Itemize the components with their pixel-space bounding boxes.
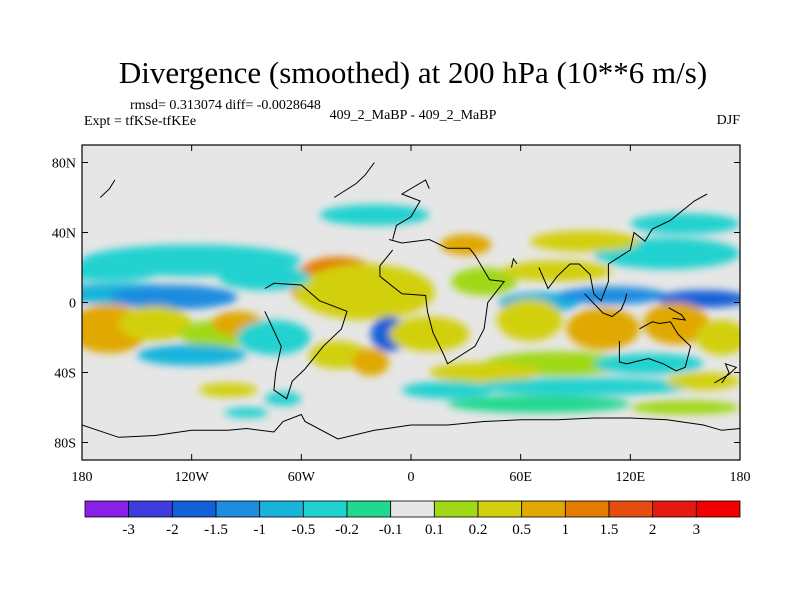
x-tick-label-0: 180 [72, 470, 93, 485]
field-region-3 [295, 264, 435, 320]
y-tick-label-2: 0 [69, 297, 76, 312]
x-tick-label-1: 120W [175, 470, 210, 485]
colorbar-swatch-8 [433, 500, 479, 518]
colorbar-swatch-4 [259, 500, 304, 518]
field-region-43 [224, 407, 269, 418]
colorbar-swatch-14 [695, 500, 741, 518]
colorbar-swatch-11 [564, 500, 610, 518]
field-region-21 [557, 286, 667, 305]
chart-title: Divergence (smoothed) at 200 hPa (10**6 … [119, 55, 707, 90]
field-region-32 [696, 320, 740, 355]
colorbar-label-9: 0.5 [512, 522, 531, 538]
coastline-2 [392, 179, 430, 240]
colorbar-label-4: -0.5 [291, 522, 315, 538]
colorbar-swatch-0 [84, 500, 130, 518]
field-region-34 [429, 362, 539, 383]
field-region-26 [440, 234, 492, 256]
field-region-5 [109, 285, 238, 310]
coastline-11 [99, 179, 116, 198]
season-label: DJF [717, 113, 741, 128]
rmsd-diff-stats: rmsd= 0.313074 diff= -0.0028648 [130, 98, 321, 113]
coastline-3 [333, 162, 375, 198]
colorbar-label-13: 3 [693, 522, 701, 538]
coastline-4 [511, 257, 518, 268]
x-tick-label-5: 120E [616, 470, 646, 485]
colorbar-swatch-13 [652, 500, 697, 518]
field-region-25 [529, 230, 640, 252]
coastline-6 [618, 321, 692, 372]
colorbar-swatch-12 [608, 500, 654, 518]
x-tick-label-4: 60E [509, 470, 532, 485]
divergence-field [82, 204, 740, 418]
colorbar-swatch-3 [215, 500, 261, 518]
colorbar-label-11: 1.5 [600, 522, 619, 538]
axes: 180 120W 60W 0 60E 120E 180 80N 40N 0 40S 80S [52, 145, 751, 485]
field-region-23 [502, 260, 613, 282]
coastline-8 [668, 307, 687, 321]
field-region-8 [219, 265, 311, 291]
field-region-27 [630, 213, 740, 235]
field-region-31 [643, 302, 709, 345]
colorbar-label-5: -0.2 [335, 522, 359, 538]
field-region-36 [401, 381, 494, 399]
colorbar-swatch-2 [171, 500, 217, 518]
colorbar-swatch-5 [302, 500, 348, 518]
field-region-41 [447, 395, 631, 413]
colorbar-swatch-6 [346, 500, 392, 518]
colorbar-label-0: -3 [122, 522, 135, 538]
field-region-14 [136, 344, 247, 366]
coastline-5 [538, 193, 708, 302]
coastlines [82, 162, 740, 440]
field-region-40 [198, 383, 258, 397]
coastline-10 [82, 413, 740, 440]
colorbar-label-6: -0.1 [379, 522, 403, 538]
x-tick-label-3: 0 [408, 470, 415, 485]
coastline-1 [264, 282, 348, 400]
colorbar-label-12: 2 [649, 522, 657, 538]
field-region-28 [319, 204, 430, 226]
field-region-10 [118, 306, 192, 341]
coastline-7 [584, 293, 628, 318]
field-region-19 [451, 267, 518, 296]
x-tick-label-2: 60W [288, 470, 316, 485]
y-tick-label-3: 40S [54, 367, 76, 382]
colorbar-label-2: -1.5 [204, 522, 228, 538]
colorbar: -3 -2 -1.5 -1 -0.5 -0.2 -0.1 0.1 0.2 0.5 1 1.5 2 3 [84, 500, 741, 538]
colorbar-label-10: 1 [562, 522, 570, 538]
coastline-0 [379, 238, 506, 365]
field-region-39 [264, 391, 302, 406]
field-region-29 [496, 299, 563, 341]
colorbar-label-1: -2 [166, 522, 179, 538]
field-region-17 [352, 348, 390, 376]
field-region-37 [474, 377, 695, 396]
run-label: 409_2_MaBP - 409_2_MaBP [330, 108, 497, 123]
experiment-label: Expt = tfKSe-tfKEe [84, 114, 196, 129]
x-tick-label-6: 180 [730, 470, 751, 485]
coastline-9 [714, 362, 738, 384]
colorbar-swatch-10 [521, 500, 566, 518]
colorbar-swatch-7 [390, 500, 435, 518]
field-region-30 [566, 307, 640, 350]
field-region-13 [237, 320, 311, 355]
colorbar-label-8: 0.2 [469, 522, 488, 538]
y-tick-label-1: 40N [52, 227, 76, 242]
colorbar-label-3: -1 [253, 522, 266, 538]
field-region-42 [630, 400, 740, 415]
field-region-18 [389, 316, 470, 352]
field-region-38 [666, 372, 740, 390]
colorbar-swatch-1 [128, 500, 173, 518]
map-area [82, 145, 740, 460]
colorbar-swatch-9 [477, 500, 523, 518]
y-tick-label-0: 80N [52, 157, 76, 172]
field-region-35 [593, 353, 704, 375]
y-tick-label-4: 80S [54, 437, 76, 452]
colorbar-label-7: 0.1 [425, 522, 444, 538]
